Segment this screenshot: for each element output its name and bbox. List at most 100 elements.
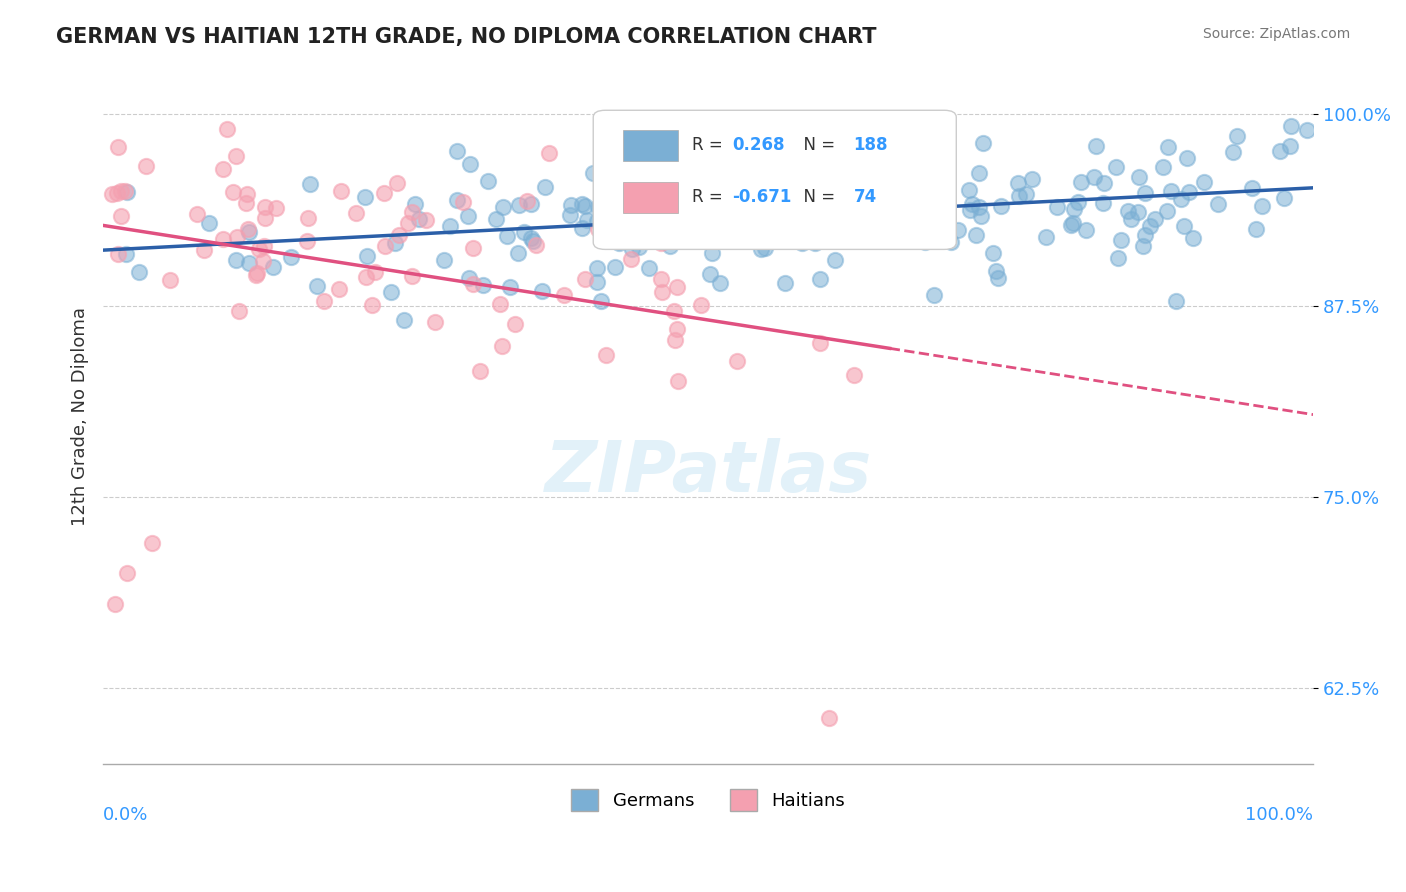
Haitians bbox=[228, 304, 250, 318]
Haitians bbox=[215, 122, 238, 136]
Text: -0.671: -0.671 bbox=[733, 188, 792, 206]
Germans bbox=[1092, 176, 1115, 190]
Germans bbox=[598, 199, 620, 213]
Germans bbox=[298, 177, 321, 191]
Germans bbox=[879, 206, 901, 220]
Germans bbox=[766, 154, 789, 169]
Germans bbox=[128, 265, 150, 279]
Germans bbox=[692, 171, 714, 186]
Haitians bbox=[396, 215, 419, 229]
Germans bbox=[929, 175, 952, 189]
Germans bbox=[661, 220, 683, 235]
Haitians bbox=[297, 211, 319, 226]
Germans bbox=[198, 215, 221, 229]
Haitians bbox=[664, 333, 686, 347]
Germans bbox=[972, 136, 994, 151]
Germans bbox=[1067, 194, 1090, 209]
Germans bbox=[225, 253, 247, 268]
Germans bbox=[571, 220, 593, 235]
Germans bbox=[115, 247, 138, 261]
Germans bbox=[749, 242, 772, 256]
Legend: Germans, Haitians: Germans, Haitians bbox=[564, 781, 852, 818]
Haitians bbox=[401, 205, 423, 219]
Germans bbox=[1170, 192, 1192, 206]
Haitians bbox=[354, 269, 377, 284]
Germans bbox=[967, 200, 990, 214]
Text: R =: R = bbox=[693, 136, 728, 154]
Germans bbox=[558, 208, 581, 222]
Germans bbox=[711, 203, 734, 218]
Germans bbox=[1226, 129, 1249, 144]
Germans bbox=[875, 210, 897, 224]
Germans bbox=[458, 157, 481, 171]
Haitians bbox=[725, 354, 748, 368]
Germans bbox=[1192, 175, 1215, 189]
Text: 188: 188 bbox=[853, 136, 889, 154]
Germans bbox=[773, 192, 796, 206]
Germans bbox=[903, 159, 925, 173]
Germans bbox=[520, 230, 543, 244]
Text: 74: 74 bbox=[853, 188, 877, 206]
Germans bbox=[356, 249, 378, 263]
Germans bbox=[1083, 169, 1105, 184]
Germans bbox=[986, 271, 1008, 285]
Haitians bbox=[461, 241, 484, 255]
Germans bbox=[804, 173, 827, 187]
Germans bbox=[1175, 151, 1198, 165]
Germans bbox=[238, 225, 260, 239]
Germans bbox=[1118, 203, 1140, 218]
Germans bbox=[716, 220, 738, 235]
Germans bbox=[1063, 202, 1085, 216]
Haitians bbox=[235, 195, 257, 210]
Y-axis label: 12th Grade, No Diploma: 12th Grade, No Diploma bbox=[72, 307, 89, 526]
Germans bbox=[1268, 144, 1291, 158]
Germans bbox=[238, 256, 260, 270]
Haitians bbox=[247, 242, 270, 256]
Haitians bbox=[401, 268, 423, 283]
Germans bbox=[495, 228, 517, 243]
Germans bbox=[803, 235, 825, 250]
Germans bbox=[813, 219, 835, 234]
Haitians bbox=[451, 195, 474, 210]
Germans bbox=[446, 193, 468, 207]
Germans bbox=[1139, 219, 1161, 234]
Germans bbox=[765, 145, 787, 160]
Germans bbox=[596, 161, 619, 175]
Haitians bbox=[620, 252, 643, 266]
Germans bbox=[628, 240, 651, 254]
Bar bbox=[623, 182, 678, 213]
Germans bbox=[576, 212, 599, 227]
Germans bbox=[1084, 138, 1107, 153]
Germans bbox=[477, 174, 499, 188]
Germans bbox=[433, 253, 456, 268]
Germans bbox=[921, 192, 943, 206]
Haitians bbox=[650, 235, 672, 250]
Germans bbox=[717, 226, 740, 240]
Germans bbox=[841, 193, 863, 207]
Haitians bbox=[211, 232, 233, 246]
Germans bbox=[1015, 187, 1038, 202]
Germans bbox=[571, 197, 593, 211]
Haitians bbox=[245, 268, 267, 283]
Text: GERMAN VS HAITIAN 12TH GRADE, NO DIPLOMA CORRELATION CHART: GERMAN VS HAITIAN 12TH GRADE, NO DIPLOMA… bbox=[56, 27, 877, 46]
Germans bbox=[1160, 185, 1182, 199]
Haitians bbox=[253, 211, 276, 225]
Germans bbox=[471, 278, 494, 293]
Germans bbox=[1046, 200, 1069, 214]
Germans bbox=[970, 209, 993, 223]
Haitians bbox=[468, 364, 491, 378]
Germans bbox=[1173, 219, 1195, 234]
Germans bbox=[508, 246, 530, 260]
Haitians bbox=[491, 339, 513, 353]
Germans bbox=[1178, 185, 1201, 199]
Germans bbox=[1126, 205, 1149, 219]
Germans bbox=[585, 260, 607, 275]
Text: 100.0%: 100.0% bbox=[1246, 806, 1313, 824]
Germans bbox=[959, 203, 981, 218]
Germans bbox=[439, 219, 461, 234]
Germans bbox=[779, 190, 801, 204]
Germans bbox=[773, 186, 796, 200]
Germans bbox=[886, 195, 908, 210]
Haitians bbox=[110, 184, 132, 198]
Germans bbox=[928, 227, 950, 241]
